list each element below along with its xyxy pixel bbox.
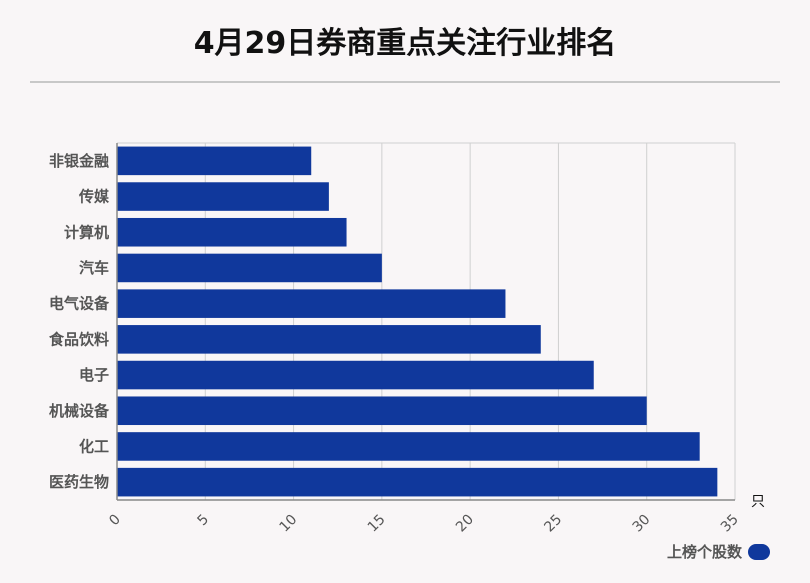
bar[interactable]: [117, 432, 700, 461]
category-label: 电子: [79, 366, 109, 384]
x-tick-label: 35: [718, 512, 742, 536]
x-tick-label: 0: [106, 512, 124, 530]
x-tick-label: 15: [365, 512, 389, 536]
bar[interactable]: [117, 467, 718, 497]
bar[interactable]: [117, 182, 329, 211]
category-label: 传媒: [78, 188, 110, 206]
bar[interactable]: [117, 253, 382, 283]
label-layer: 0 5 10 15 20 25 30 35 非银金融传媒计算机汽车电气设备食品饮料电子机械设备化…: [49, 152, 765, 536]
legend-label: 上榜个股数: [666, 543, 742, 561]
x-tick-label: 25: [541, 512, 565, 536]
title-divider: [30, 81, 780, 83]
legend[interactable]: 上榜个股数: [667, 541, 770, 562]
category-label: 医药生物: [49, 473, 109, 491]
category-label: 电气设备: [49, 295, 110, 313]
x-tick-label: 30: [630, 512, 654, 536]
bar-layer: [117, 146, 718, 497]
category-label: 非银金融: [49, 152, 109, 170]
x-unit-label: 只: [751, 494, 765, 510]
category-label: 计算机: [64, 223, 109, 241]
category-label: 食品饮料: [49, 330, 109, 348]
category-label: 机械设备: [49, 402, 110, 420]
bar[interactable]: [117, 360, 594, 390]
category-label: 汽车: [79, 259, 109, 277]
x-tick-label: 20: [453, 512, 477, 536]
bar[interactable]: [117, 217, 347, 247]
bar[interactable]: [117, 396, 647, 426]
x-tick-label: 5: [194, 512, 212, 530]
x-tick-label: 10: [276, 512, 300, 536]
category-label: 化工: [79, 437, 109, 455]
bar[interactable]: [117, 146, 312, 176]
bar[interactable]: [117, 325, 541, 354]
legend-swatch[interactable]: [748, 543, 770, 560]
chart-title: 4月29日券商重点关注行业排名: [193, 26, 617, 61]
bar[interactable]: [117, 289, 506, 318]
axis-layer: [116, 143, 735, 501]
